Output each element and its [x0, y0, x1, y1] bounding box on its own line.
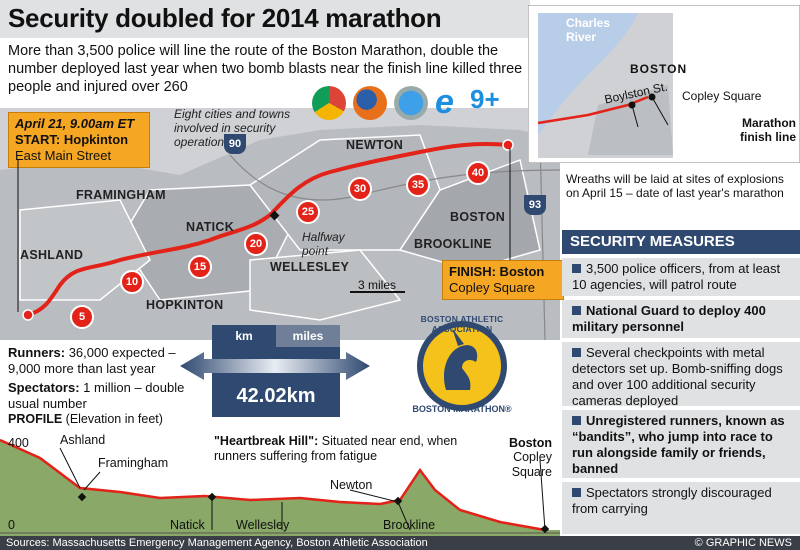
security-item-1: 3,500 police officers, from at least 10 … — [562, 258, 800, 296]
bullet-icon — [572, 488, 581, 497]
profile-place-ashland: Ashland — [60, 433, 106, 447]
start-date: April 21, 9.00am ET — [15, 116, 135, 131]
distance-value: 42.02km — [236, 385, 316, 407]
security-item-text: Several checkpoints with metal detectors… — [572, 345, 783, 408]
mile-marker-40: 40 — [466, 161, 490, 185]
profile-y-max: 400 — [8, 436, 29, 450]
mile-marker-15: 15 — [188, 255, 212, 279]
profile-end-label: Boston — [508, 436, 552, 450]
scale-label: 3 miles — [358, 278, 397, 292]
km-tab: km — [212, 325, 276, 347]
ie-icon: e — [435, 83, 454, 121]
halfway-label: Halfway point — [302, 230, 345, 258]
baa-logo-subtext: BOSTON MARATHON® — [412, 404, 512, 414]
finish-callout: FINISH: Boston Copley Square — [442, 260, 564, 300]
profile-unit: (Elevation in feet) — [65, 412, 163, 426]
town-framingham: FRAMINGHAM — [76, 188, 166, 202]
town-newton: NEWTON — [346, 138, 404, 152]
start-label: START: Hopkinton — [15, 132, 129, 147]
profile-y-min: 0 — [8, 518, 15, 532]
inset-river: Charles River — [566, 16, 611, 44]
runners-stat: Runners: 36,000 expected – 9,000 more th… — [8, 345, 198, 377]
town-ashland: ASHLAND — [20, 248, 84, 262]
start-place: East Main Street — [15, 148, 112, 163]
security-item-5: Spectators strongly discouraged from car… — [562, 482, 800, 534]
page-title: Security doubled for 2014 marathon — [8, 3, 442, 33]
security-item-2: National Guard to deploy 400 military pe… — [562, 300, 800, 338]
security-title: SECURITY MEASURES — [562, 230, 800, 254]
town-wellesley: WELLESLEY — [270, 260, 350, 274]
security-item-text: Spectators strongly discouraged from car… — [572, 485, 772, 516]
bullet-icon — [572, 264, 581, 273]
spectators-text: 1 million – double usual number — [8, 380, 185, 411]
source-bar — [0, 536, 800, 550]
highway-90-shield: 90 — [224, 134, 246, 154]
security-item-4: Unregistered runners, known as “bandits”… — [562, 410, 800, 478]
inset-finish-label: Marathon finish line — [739, 116, 796, 144]
safari-icon — [394, 86, 428, 120]
distance-arrow — [180, 352, 370, 380]
baa-logo-text: BOSTON ATHLETIC ASSOCIATION — [420, 314, 504, 334]
security-item-text: Unregistered runners, known as “bandits”… — [572, 413, 785, 476]
cities-note: Eight cities and towns involved in secur… — [174, 107, 291, 149]
start-leader — [17, 160, 19, 312]
runners-label: Runners: — [8, 345, 66, 360]
security-item-text: National Guard to deploy 400 military pe… — [572, 303, 766, 334]
profile-place-brookline: Brookline — [383, 518, 436, 532]
mile-marker-5: 5 — [70, 305, 94, 329]
security-item-3: Several checkpoints with metal detectors… — [562, 342, 800, 408]
finish-label: FINISH: Boston — [449, 264, 545, 279]
browser-version-badge: 9+ — [470, 84, 500, 114]
finish-place: Copley Square — [449, 280, 535, 295]
profile-end-sub: Copley Square — [511, 450, 552, 479]
mile-marker-35: 35 — [406, 173, 430, 197]
profile-place-wellesley: Wellesley — [236, 518, 290, 532]
source-text: Sources: Massachusetts Emergency Managem… — [6, 537, 428, 549]
spectators-label: Spectators: — [8, 380, 80, 395]
town-boston: BOSTON — [450, 210, 506, 224]
credit-text: © GRAPHIC NEWS — [694, 537, 792, 549]
town-hopkinton: HOPKINTON — [146, 298, 224, 312]
highway-93-shield: 93 — [524, 195, 546, 215]
baa-logo — [417, 321, 507, 411]
profile-place-newton: Newton — [330, 478, 373, 492]
heartbreak-title: "Heartbreak Hill": — [214, 434, 319, 448]
spectators-stat: Spectators: 1 million – double usual num… — [8, 380, 198, 412]
runners-text: 36,000 expected – 9,000 more than last y… — [8, 345, 176, 376]
title-bar — [0, 0, 530, 38]
profile-place-natick: Natick — [170, 518, 205, 532]
heartbreak-hill-note: "Heartbreak Hill": Situated near end, wh… — [214, 434, 484, 464]
mile-marker-20: 20 — [244, 232, 268, 256]
wreaths-note: Wreaths will be laid at sites of explosi… — [566, 172, 784, 200]
miles-tab: miles — [276, 325, 340, 347]
security-item-text: 3,500 police officers, from at least 10 … — [572, 261, 781, 292]
intro-text: More than 3,500 police will line the rou… — [8, 43, 523, 95]
firefox-icon — [353, 86, 387, 120]
mile-marker-10: 10 — [120, 270, 144, 294]
town-brookline: BROOKLINE — [414, 237, 492, 251]
profile-place-framingham: Framingham — [98, 456, 169, 470]
inset-square: Copley Square — [682, 89, 762, 103]
mile-marker-25: 25 — [296, 200, 320, 224]
elevation-profile — [0, 438, 560, 536]
inset-city: BOSTON — [630, 62, 688, 76]
mile-marker-30: 30 — [348, 177, 372, 201]
start-callout: April 21, 9.00am ET START: Hopkinton Eas… — [8, 112, 150, 168]
inset-map — [528, 5, 800, 163]
profile-end-place: Boston — [502, 436, 552, 450]
heartbreak-text: Situated near end, when runners sufferin… — [214, 434, 458, 463]
bullet-icon — [572, 306, 581, 315]
profile-header: PROFILE (Elevation in feet) — [8, 412, 163, 426]
finish-leader — [509, 148, 511, 260]
chrome-icon — [312, 86, 346, 120]
profile-label: PROFILE — [8, 412, 63, 426]
bullet-icon — [572, 348, 581, 357]
town-natick: NATICK — [186, 220, 235, 234]
bullet-icon — [572, 416, 581, 425]
